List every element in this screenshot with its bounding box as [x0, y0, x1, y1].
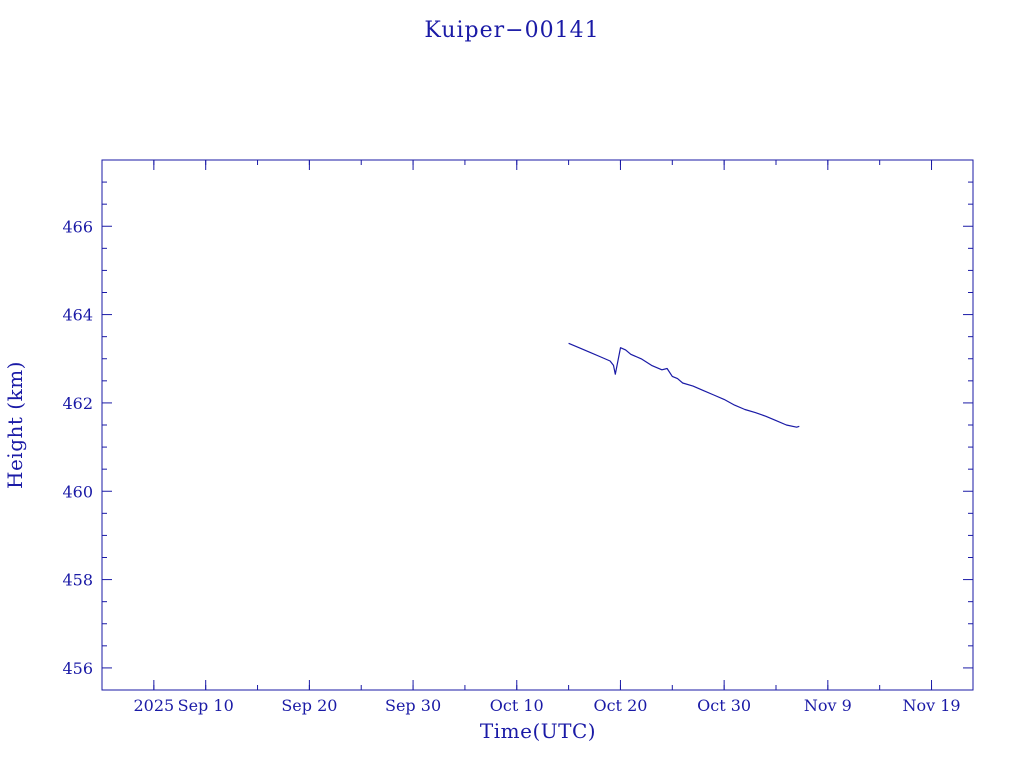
x-tick-label: Sep 10	[178, 696, 234, 715]
x-tick-label: Oct 10	[490, 696, 544, 715]
y-tick-label: 462	[62, 394, 93, 413]
x-tick-label: Oct 30	[697, 696, 751, 715]
chart-title: Kuiper−00141	[424, 18, 599, 43]
plot-frame	[101, 159, 974, 691]
y-tick-label: 456	[62, 659, 93, 678]
y-tick-label: 458	[62, 571, 93, 590]
y-axis: 456 458 460 462 464 466	[62, 159, 973, 691]
x-axis-label: Time(UTC)	[480, 719, 596, 743]
series-group	[568, 342, 800, 428]
x-tick-label: Nov 19	[902, 696, 960, 715]
y-tick-label: 466	[62, 217, 93, 236]
x-tick-label: Sep 20	[281, 696, 337, 715]
y-tick-label: 464	[62, 306, 93, 325]
series-line	[568, 342, 800, 428]
y-tick-label: 460	[62, 482, 93, 501]
x-tick-label: Sep 30	[385, 696, 441, 715]
x-tick-label: 2025	[133, 696, 174, 715]
x-axis: 2025 Sep 10 Sep 20 Sep 30 Oct 10 Oct 20 Oct 30…	[101, 160, 961, 715]
y-axis-label: Height (km)	[3, 361, 27, 489]
x-tick-label: Nov 9	[804, 696, 852, 715]
x-tick-label: Oct 20	[593, 696, 647, 715]
